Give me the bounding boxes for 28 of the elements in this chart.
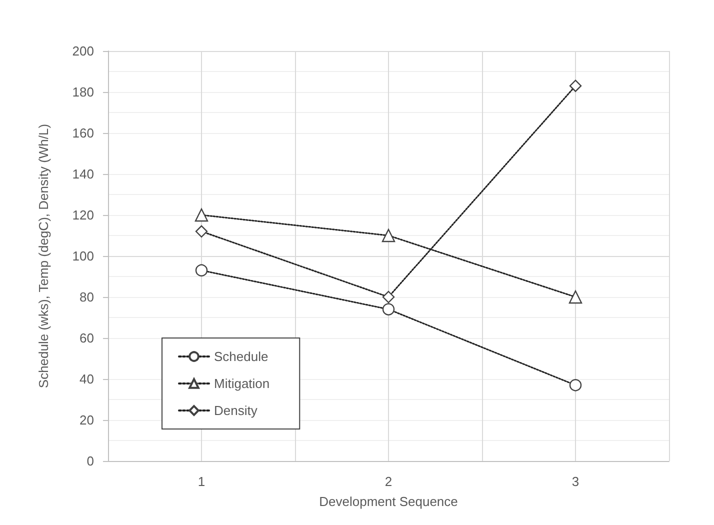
y-tick-label: 0 bbox=[86, 454, 94, 468]
point bbox=[382, 290, 395, 304]
y-tick-label: 120 bbox=[72, 208, 94, 222]
x-tick-label: 2 bbox=[384, 474, 392, 489]
point bbox=[382, 303, 395, 316]
y-tick-label: 160 bbox=[72, 126, 94, 140]
legend-label: Mitigation bbox=[214, 376, 270, 391]
x-tick-label: 1 bbox=[198, 474, 206, 489]
point bbox=[569, 80, 582, 92]
legend-label: Schedule bbox=[214, 349, 268, 364]
point bbox=[194, 208, 208, 222]
point bbox=[569, 379, 582, 392]
point bbox=[568, 290, 582, 304]
y-tick-label: 140 bbox=[72, 166, 94, 182]
y-tick-label: 80 bbox=[80, 290, 94, 304]
y-tick-label: 60 bbox=[80, 330, 94, 346]
x-tick-label: 3 bbox=[572, 474, 580, 489]
y-tick-label: 20 bbox=[80, 412, 94, 428]
y-tick-label: 100 bbox=[72, 248, 94, 264]
y-tick-label: 200 bbox=[72, 44, 94, 58]
x-axis-title: Development Sequence bbox=[319, 494, 458, 509]
point bbox=[382, 228, 396, 242]
point bbox=[195, 225, 208, 238]
y-tick-label: 180 bbox=[72, 84, 94, 100]
legend-label: Density bbox=[214, 403, 258, 418]
y-axis-title: Schedule (wks), Temp (degC), Density (Wh/L) bbox=[36, 124, 51, 388]
y-tick-label: 40 bbox=[80, 372, 94, 386]
point bbox=[195, 264, 208, 276]
